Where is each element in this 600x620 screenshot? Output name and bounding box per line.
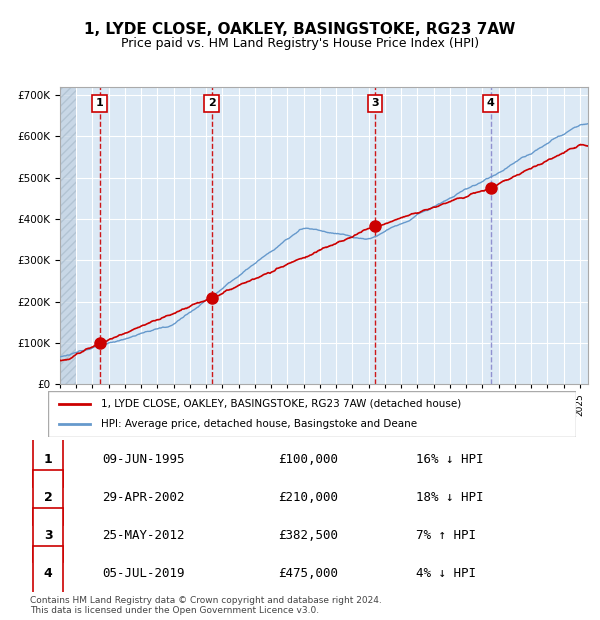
Text: 18% ↓ HPI: 18% ↓ HPI	[416, 490, 484, 503]
Text: 05-JUL-2019: 05-JUL-2019	[102, 567, 184, 580]
Text: 1, LYDE CLOSE, OAKLEY, BASINGSTOKE, RG23 7AW (detached house): 1, LYDE CLOSE, OAKLEY, BASINGSTOKE, RG23…	[101, 399, 461, 409]
Text: £210,000: £210,000	[278, 490, 338, 503]
Text: 1: 1	[96, 99, 104, 108]
FancyBboxPatch shape	[33, 470, 63, 525]
Text: £475,000: £475,000	[278, 567, 338, 580]
Text: 2: 2	[208, 99, 215, 108]
Text: 1, LYDE CLOSE, OAKLEY, BASINGSTOKE, RG23 7AW: 1, LYDE CLOSE, OAKLEY, BASINGSTOKE, RG23…	[85, 22, 515, 37]
Text: 1: 1	[44, 453, 53, 466]
Text: 29-APR-2002: 29-APR-2002	[102, 490, 184, 503]
Text: 25-MAY-2012: 25-MAY-2012	[102, 529, 184, 542]
Text: 09-JUN-1995: 09-JUN-1995	[102, 453, 184, 466]
FancyBboxPatch shape	[33, 432, 63, 487]
Text: 16% ↓ HPI: 16% ↓ HPI	[416, 453, 484, 466]
Text: 4: 4	[487, 99, 494, 108]
Text: 3: 3	[44, 529, 53, 542]
Text: Price paid vs. HM Land Registry's House Price Index (HPI): Price paid vs. HM Land Registry's House …	[121, 37, 479, 50]
Text: £100,000: £100,000	[278, 453, 338, 466]
Text: 2: 2	[44, 490, 53, 503]
FancyBboxPatch shape	[48, 391, 576, 437]
Text: 4% ↓ HPI: 4% ↓ HPI	[416, 567, 476, 580]
FancyBboxPatch shape	[33, 508, 63, 562]
Text: HPI: Average price, detached house, Basingstoke and Deane: HPI: Average price, detached house, Basi…	[101, 419, 417, 429]
Text: 7% ↑ HPI: 7% ↑ HPI	[416, 529, 476, 542]
FancyBboxPatch shape	[33, 546, 63, 600]
Text: Contains HM Land Registry data © Crown copyright and database right 2024.
This d: Contains HM Land Registry data © Crown c…	[30, 596, 382, 615]
Text: £382,500: £382,500	[278, 529, 338, 542]
Text: 4: 4	[44, 567, 53, 580]
Text: 3: 3	[371, 99, 379, 108]
